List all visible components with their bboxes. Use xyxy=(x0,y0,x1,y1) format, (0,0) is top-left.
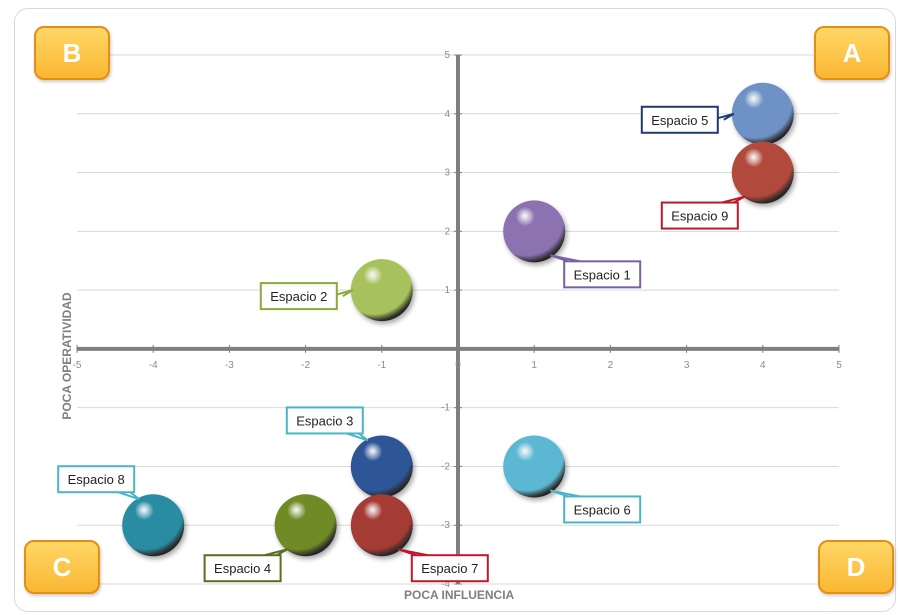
x-tick-label: 2 xyxy=(608,360,614,371)
axes xyxy=(76,54,840,585)
bubble-point xyxy=(350,435,413,498)
callout: Espacio 5 xyxy=(640,105,735,134)
x-tick-label: -5 xyxy=(73,360,82,371)
y-tick-label: 1 xyxy=(444,285,450,296)
callout-labels: Espacio 1 Espacio 2 Espacio 3 Espacio 4 Espa… xyxy=(57,105,746,583)
x-tick-label: 0 xyxy=(455,360,461,371)
y-tick-label: -4 xyxy=(441,579,450,590)
callout-label: Espacio 2 xyxy=(270,289,327,304)
callout-pointer xyxy=(721,195,746,204)
callout: Espacio 6 xyxy=(549,489,642,524)
callout-box xyxy=(57,465,136,494)
y-tick-label: 2 xyxy=(444,226,450,237)
quadrant-c-badge: C xyxy=(24,540,100,594)
callout-box xyxy=(563,495,642,524)
callout: Espacio 7 xyxy=(397,548,489,583)
x-tick-label: -1 xyxy=(377,360,386,371)
bubble-point xyxy=(503,435,566,498)
y-tick-label: 5 xyxy=(444,50,450,61)
y-tick-label: -2 xyxy=(441,461,450,472)
x-tick-label: 4 xyxy=(760,360,766,371)
callout-pointer xyxy=(264,548,289,557)
y-axis-title: POCA OPERATIVIDAD xyxy=(60,292,74,420)
callout: Espacio 3 xyxy=(285,406,369,442)
y-tick-label: 3 xyxy=(444,168,450,179)
y-tick-label: 4 xyxy=(444,109,450,120)
y-tick-label: -1 xyxy=(441,403,450,414)
callout-pointer xyxy=(397,548,428,557)
callout-label: Espacio 5 xyxy=(651,113,708,128)
x-tick-label: 1 xyxy=(531,360,537,371)
callout-label: Espacio 6 xyxy=(574,502,631,517)
x-axis-title: POCA INFLUENCIA xyxy=(404,588,515,602)
callout-label: Espacio 9 xyxy=(671,209,728,224)
callout-label: Espacio 1 xyxy=(574,267,631,282)
callout-label: Espacio 8 xyxy=(68,472,125,487)
callout-label: Espacio 4 xyxy=(214,561,271,576)
bubble-point xyxy=(274,494,337,557)
callout-box xyxy=(410,554,489,583)
callout: Espacio 4 xyxy=(203,548,289,583)
x-tick-label: 3 xyxy=(684,360,690,371)
bubble-point xyxy=(350,494,413,557)
callout: Espacio 8 xyxy=(57,465,140,501)
x-tick-label: -2 xyxy=(301,360,310,371)
callout-box xyxy=(563,260,642,289)
bubble-point xyxy=(731,82,794,145)
x-tick-label: -3 xyxy=(225,360,234,371)
x-tick-label: -4 xyxy=(149,360,158,371)
quadrant-d-badge: D xyxy=(818,540,894,594)
tick-labels: -5 -4 -3 -2 -1 0 1 2 3 4 5 5 4 3 2 1 -1 -2 -3 -4 xyxy=(73,50,843,590)
callout-label: Espacio 7 xyxy=(421,561,478,576)
callout-box xyxy=(285,406,364,435)
bubble-point xyxy=(350,259,413,322)
callout: Espacio 2 xyxy=(259,282,354,311)
y-tick-label: -3 xyxy=(441,520,450,531)
x-tick-label: 5 xyxy=(836,360,842,371)
callout: Espacio 9 xyxy=(660,195,746,230)
callout-pointer xyxy=(117,491,140,501)
callout-pointer xyxy=(346,432,369,442)
bubbles xyxy=(122,82,794,557)
quadrant-b-badge: B xyxy=(34,26,110,80)
callout-pointer xyxy=(549,254,581,263)
callout-pointer xyxy=(330,289,354,298)
bubble-point xyxy=(503,200,566,263)
callout-box xyxy=(660,201,739,230)
bubble-point xyxy=(731,141,794,204)
bubble-point xyxy=(122,494,185,557)
callout-label: Espacio 3 xyxy=(296,413,353,428)
callout-box xyxy=(203,554,282,583)
quadrant-a-badge: A xyxy=(814,26,890,80)
callout-box xyxy=(640,105,719,134)
callout-box xyxy=(259,282,338,311)
callout: Espacio 1 xyxy=(549,254,642,289)
callout-pointer xyxy=(549,489,581,498)
